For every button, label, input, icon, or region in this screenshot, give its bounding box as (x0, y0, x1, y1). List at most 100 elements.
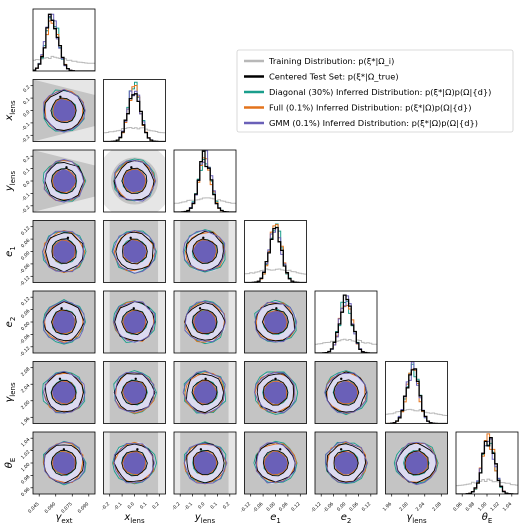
gmm-contour-outer (43, 441, 86, 485)
legend-item-0: Training Distribution: p(ξ*|Ω_i) (244, 56, 394, 66)
panel-gamma_lens-vs-gamma_lens (385, 361, 448, 424)
y-axis-label: θE (4, 458, 17, 469)
test-hist (244, 226, 307, 283)
x-tick-label: 1.96 (382, 501, 394, 513)
test-contour-inner (262, 450, 289, 477)
y-tick-label: -0.2 (21, 134, 32, 145)
training-outer-region (158, 432, 166, 494)
gmm-contour-outer (182, 230, 226, 272)
x-tick-label: -0.1 (183, 501, 194, 512)
y-tick-label: -0.12 (19, 275, 32, 288)
y-axis-label: xlens (4, 100, 17, 122)
y-tick-label: 0.1 (22, 167, 31, 176)
gmm-inner-region (334, 380, 359, 404)
x-axis-label: γlens (406, 512, 427, 525)
training-outer-region (33, 79, 95, 95)
training-outer-region (103, 432, 110, 494)
test-contour-inner (121, 450, 148, 477)
test-contour-inner (191, 308, 218, 335)
gmm-contour-outer (114, 372, 155, 413)
x-axis-label: e1 (270, 512, 281, 525)
training-distribution-hist (103, 127, 166, 142)
training-outer-region (228, 220, 236, 283)
y-tick-label: 1.96 (20, 416, 32, 428)
test-contour-inner (121, 380, 147, 406)
sample-point (198, 307, 202, 310)
training-distribution-hist (315, 338, 377, 353)
gmm-inner-region (122, 310, 147, 335)
sample-point (62, 448, 66, 451)
gmm-inner-region (264, 381, 287, 404)
training-distribution-hist (456, 478, 518, 494)
panel-frame (103, 79, 166, 142)
x-axis-label: xlens (123, 512, 145, 525)
test-contour-inner (404, 450, 429, 476)
x-tick-label: -0.12 (310, 501, 323, 514)
full-contour-inner (333, 380, 359, 405)
gmm-contour-outer (113, 442, 155, 484)
gmm-inner-region (192, 450, 217, 475)
full-contour-inner (263, 450, 289, 476)
gmm-contour-outer (395, 441, 437, 486)
sample-point (66, 236, 70, 240)
y-tick-label: 0.00 (20, 250, 32, 262)
legend-label: Training Distribution: p(ξ*|Ω_i) (268, 56, 394, 66)
sample-point (58, 377, 62, 381)
panel-e1-vs-e1 (244, 220, 307, 283)
test-contour-inner (50, 379, 77, 406)
panel-frame (173, 149, 237, 213)
gmm-inner-region (52, 309, 77, 335)
x-tick-label: 0.06 (278, 501, 290, 513)
sample-point (274, 377, 277, 381)
gmm-inner-region (193, 380, 217, 405)
legend: Training Distribution: p(ξ*|Ω_i) Centered… (236, 49, 514, 133)
x-tick-label: 1.00 (477, 501, 489, 513)
x-tick-label: 0.2 (151, 501, 160, 510)
x-tick-label: 0.12 (290, 501, 302, 513)
training-outer-region (33, 196, 95, 212)
gmm-inner-region (123, 239, 147, 263)
gmm-inner-region (123, 451, 147, 475)
y-axis-label: e2 (4, 317, 17, 328)
panel-y_lens-vs-gamma_ext: -0.2-0.1 0.0 0.1 0.2 ylens (4, 149, 96, 215)
y-tick-label: 1.04 (20, 437, 32, 449)
test-hist (33, 13, 95, 71)
test-contour-outer (326, 443, 366, 483)
panel-frame (103, 361, 166, 424)
gmm-hist (456, 438, 518, 494)
test-contour-inner (51, 168, 77, 194)
panel-y_lens-vs-y_lens (173, 149, 237, 213)
test-contour-inner (333, 449, 359, 476)
x-tick-label: 0.1 (209, 501, 218, 510)
panel-frame (103, 290, 166, 354)
panel-frame (103, 149, 166, 213)
test-contour-inner (121, 167, 148, 194)
panel-frame (244, 290, 307, 354)
gmm-inner-region (51, 451, 77, 476)
y-tick-label: 2.04 (20, 383, 32, 395)
gmm-inner-region (404, 451, 428, 475)
x-tick-label: 0.045 (27, 501, 41, 515)
gmm-contour-outer (254, 301, 298, 343)
x-tick-label: 0.06 (348, 501, 360, 513)
y-tick-label: 2.08 (20, 366, 32, 378)
sample-point (340, 377, 343, 381)
x-tick-label: 0.0 (197, 501, 206, 510)
panel-gamma_lens-vs-x_lens (103, 361, 166, 424)
y-tick-label: 0.06 (20, 308, 32, 320)
panel-theta_E-vs-gamma_ext: 0.045 0.060 0.075 0.090γext0.960.981.001.02… (4, 431, 96, 525)
y-tick-label: 0.2 (22, 84, 31, 93)
panel-frame (385, 431, 448, 495)
test-contour-outer (184, 302, 226, 341)
training-outer-region (174, 361, 181, 424)
x-tick-label: 1.04 (502, 501, 514, 513)
training-outer-region (158, 220, 166, 283)
y-axis-label: ylens (4, 171, 17, 193)
training-outer-region (33, 126, 95, 142)
full-contour-inner (51, 168, 77, 194)
x-tick-label: 0.00 (336, 501, 348, 513)
legend-label: GMM (0.1%) Inferred Distribution: p(ξ*|Ω… (269, 118, 478, 128)
gmm-inner-region (52, 169, 76, 193)
